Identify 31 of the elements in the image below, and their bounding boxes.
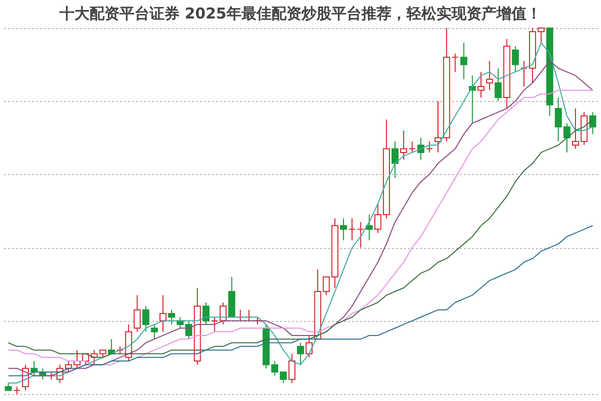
candlestick (296, 342, 304, 366)
candlestick (142, 306, 150, 332)
candlestick (168, 309, 176, 325)
candlestick (202, 302, 210, 325)
candlestick (220, 302, 227, 325)
candlestick (280, 372, 287, 384)
candlestick (211, 316, 218, 332)
candlestick (477, 71, 484, 98)
candlestick (392, 140, 399, 179)
candlestick (460, 42, 468, 80)
candlestick (134, 294, 141, 332)
candlestick (159, 294, 166, 332)
candlestick (357, 221, 364, 248)
candlestick (426, 140, 433, 153)
chart-title: 十大配资平台证券 2025年最佳配资炒股平台推荐，轻松实现资产增值！ (58, 4, 542, 22)
candlestick (288, 353, 296, 384)
candlestick (150, 324, 158, 340)
candlestick (494, 68, 502, 102)
candlestick (520, 60, 528, 88)
candlestick (486, 60, 494, 91)
candlestick (340, 218, 347, 241)
candlestick (408, 140, 416, 153)
candlestick (366, 214, 373, 241)
candlestick (400, 130, 408, 160)
candlestick (589, 112, 596, 135)
candlestick (348, 218, 356, 241)
candlestick (417, 137, 424, 160)
candlestick (185, 320, 192, 340)
candlestick (452, 53, 459, 72)
candlestick (13, 386, 20, 394)
candlestick (512, 46, 519, 72)
